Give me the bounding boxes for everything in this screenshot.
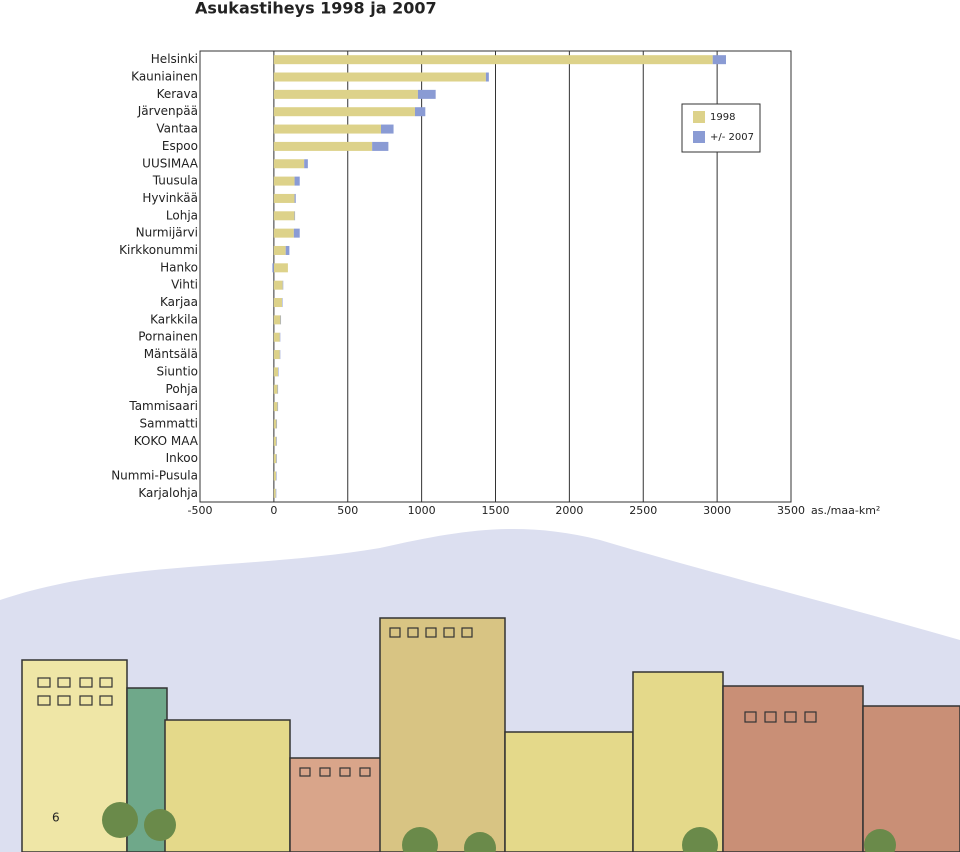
bar-segment xyxy=(273,280,283,290)
bar-segment xyxy=(273,159,305,169)
chart: -500 0 500 1000 1500 2000 2500 3000 3500 as./maa-… xyxy=(111,50,880,517)
x-tick-label: 3500 xyxy=(777,504,805,517)
x-tick-label: 1000 xyxy=(408,504,436,517)
x-tick-label: 2000 xyxy=(555,504,583,517)
y-tick-label: Mäntsälä xyxy=(144,347,198,361)
bar-segment xyxy=(273,228,294,238)
bar-segment xyxy=(282,298,283,308)
bar-segment xyxy=(276,419,278,429)
y-tick-label: Hyvinkää xyxy=(142,191,198,205)
y-tick-label: Vihti xyxy=(171,278,198,292)
bar-segment xyxy=(282,280,284,290)
bar-segment xyxy=(273,263,288,273)
bar-segment xyxy=(273,55,713,65)
y-tick-label: Sammatti xyxy=(140,416,198,430)
y-tick-label: Siuntio xyxy=(156,364,198,378)
bar-segment xyxy=(273,454,277,464)
bar-segment xyxy=(273,350,280,360)
bar-segment xyxy=(272,263,274,273)
x-tick-label: 0 xyxy=(270,504,277,517)
y-tick-label: Pohja xyxy=(166,382,198,396)
bar-segment xyxy=(273,384,278,394)
page-number: 6 xyxy=(52,811,60,825)
bar-segment xyxy=(278,367,279,377)
bar-segment xyxy=(293,228,300,238)
bar-segment xyxy=(279,350,281,360)
bar-segment xyxy=(273,141,373,151)
bar-segment xyxy=(276,471,277,481)
bar-segment xyxy=(276,454,277,464)
y-tick-label: Lohja xyxy=(166,208,198,222)
x-tick-label: 3000 xyxy=(703,504,731,517)
y-tick-label: Karjalohja xyxy=(138,486,198,500)
x-tick-label: 2500 xyxy=(629,504,657,517)
bar-segment xyxy=(485,72,489,82)
y-tick-label: UUSIMAA xyxy=(142,156,199,170)
y-tick-label: Tuusula xyxy=(152,174,198,188)
y-tick-label: Kirkkonummi xyxy=(119,243,198,257)
bar-segment xyxy=(273,436,277,446)
y-tick-label: Nummi-Pusula xyxy=(111,468,198,482)
bar-segment xyxy=(273,332,280,342)
bar-segment xyxy=(273,193,295,203)
y-tick-label: Karjaa xyxy=(160,295,198,309)
bar-segment xyxy=(273,107,415,117)
legend-swatch xyxy=(693,131,705,143)
x-tick-label: 500 xyxy=(337,504,358,517)
legend-label: 1998 xyxy=(710,112,735,123)
y-tick-label: Espoo xyxy=(162,139,198,153)
bar-segment xyxy=(273,367,279,377)
bar-segment xyxy=(712,55,726,65)
chart-title: Asukastiheys 1998 ja 2007 xyxy=(195,0,437,18)
y-tick-label: Tammisaari xyxy=(128,399,198,413)
bar-segment xyxy=(294,211,296,221)
bar-segment xyxy=(414,107,426,117)
bar-segment xyxy=(380,124,394,134)
x-tick-label: 1500 xyxy=(482,504,510,517)
bar-segment xyxy=(273,298,283,308)
bar-segment xyxy=(273,402,278,412)
y-tick-label: Kauniainen xyxy=(131,70,198,84)
y-tick-label: Karkkila xyxy=(150,312,198,326)
bar-segment xyxy=(275,488,277,498)
bar-segment xyxy=(285,245,290,255)
bar-segment xyxy=(417,89,436,99)
bar-segment xyxy=(273,176,295,186)
bar-segment xyxy=(304,159,308,169)
y-tick-label: Pornainen xyxy=(138,330,198,344)
x-tick-label: -500 xyxy=(188,504,213,517)
bar-segment xyxy=(276,436,277,446)
bar-segment xyxy=(273,72,486,82)
bar-segment xyxy=(280,315,282,325)
y-tick-label: Helsinki xyxy=(151,52,198,66)
x-axis-unit: as./maa-km² xyxy=(811,504,880,517)
bar-segment xyxy=(273,419,277,429)
y-tick-label: Nurmijärvi xyxy=(136,226,198,240)
legend-label: +/- 2007 xyxy=(710,132,754,143)
bar-segment xyxy=(294,193,296,203)
bar-segment xyxy=(273,471,277,481)
bar-segment xyxy=(279,332,281,342)
bar-segment xyxy=(277,402,279,412)
y-tick-label: Inkoo xyxy=(166,451,198,465)
y-tick-label: KOKO MAA xyxy=(134,434,199,448)
bar-segment xyxy=(273,315,281,325)
bar-segment xyxy=(273,245,286,255)
y-tick-label: Järvenpää xyxy=(137,104,198,118)
bar-segment xyxy=(273,124,381,134)
y-tick-label: Hanko xyxy=(160,260,198,274)
bar-segment xyxy=(294,176,300,186)
bar-segment xyxy=(372,141,389,151)
legend-swatch xyxy=(693,111,705,123)
bar-segment xyxy=(273,488,276,498)
bar-segment xyxy=(273,211,295,221)
bar-segment xyxy=(273,89,418,99)
illustration xyxy=(0,528,960,852)
bar-segment xyxy=(277,384,279,394)
y-tick-label: Kerava xyxy=(157,87,198,101)
y-tick-label: Vantaa xyxy=(156,122,198,136)
